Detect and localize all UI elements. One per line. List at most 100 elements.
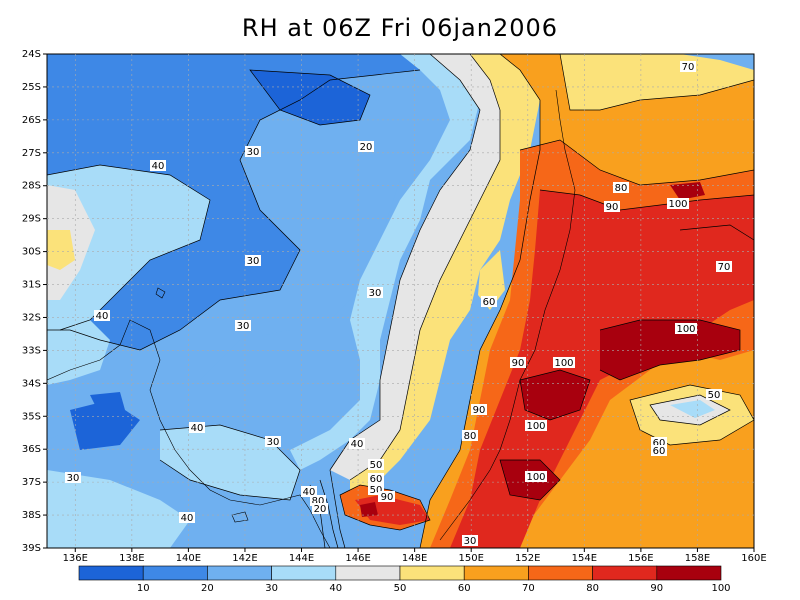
lat-tick-label: 28S [22,181,41,192]
lat-tick-label: 37S [22,477,41,488]
contour-label: 60 [653,438,666,449]
contour-label-bg [245,255,261,266]
colorbar-swatch [207,565,272,581]
latitude-axis: 24S 25S 26S 27S 28S 29S 30S 31S 32S 33S 34S 35S 36S 3… [22,49,47,554]
contour-label: 100 [526,472,545,483]
grid-lines [47,54,754,548]
lat-tick-label: 33S [22,345,41,356]
contour-label: 60 [370,474,383,485]
lon-tick-label: 150E [458,553,483,564]
filled-contours [47,54,754,548]
colorbar-swatch [271,565,337,581]
contour-label-bg [368,484,384,495]
contour-label-bg [613,182,629,193]
lat-tick-label: 26S [22,115,41,126]
colorbar-label: 70 [522,583,535,594]
lat-tick-label: 38S [22,510,41,521]
contour-label-bg [471,404,487,415]
colorbar-label: 100 [711,583,730,594]
contour-label: 40 [152,161,165,172]
contour-label-bg [189,422,205,433]
contour-label-bg [368,473,384,484]
lon-tick-label: 136E [63,553,88,564]
contour-label-bg [462,535,478,546]
colorbar-label: 10 [137,583,150,594]
contour-label: 30 [247,256,260,267]
contour-label-bg [706,389,722,400]
colorbar-swatch [399,565,465,581]
contour-label: 60 [653,446,666,457]
colorbar-swatch [463,565,529,581]
contour-label: 90 [381,492,394,503]
lat-tick-label: 29S [22,214,41,225]
contour-label: 30 [67,473,80,484]
contour-label: 50 [708,390,721,401]
contour-label-bg [235,320,251,331]
contour-label: 30 [464,536,477,547]
contour-label-bg [651,445,667,456]
contour-label-bg [367,287,383,298]
contour-label-bg [525,420,547,431]
contour-label: 30 [369,288,382,299]
contour-label-bg [301,486,317,497]
contour-label: 30 [237,321,250,332]
colorbar-swatch [528,565,593,581]
lon-tick-label: 148E [402,553,427,564]
lon-tick-label: 140E [176,553,201,564]
lon-tick-label: 154E [572,553,597,564]
lat-tick-label: 35S [22,411,41,422]
lon-tick-label: 160E [741,553,766,564]
colorbar-label: 40 [329,583,342,594]
contour-label: 100 [526,421,545,432]
contour-label-bg [265,436,281,447]
contour-label-bg [379,491,395,502]
contour-label: 80 [464,431,477,442]
colorbar-label: 80 [586,583,599,594]
colorbar-label: 30 [265,583,278,594]
lat-tick-label: 25S [22,82,41,93]
colorbar-label: 90 [650,583,663,594]
contour-label-bg [368,459,384,470]
colorbar-swatch [656,565,722,581]
colorbar-label: 20 [201,583,214,594]
contour-label: 50 [370,460,383,471]
lon-tick-label: 156E [628,553,653,564]
lat-tick-label: 24S [22,49,41,60]
colorbar-swatch [335,565,401,581]
contour-label-bg [150,160,166,171]
contour-label-bg [65,472,81,483]
contour-label-bg [349,438,365,449]
contour-label: 90 [512,358,525,369]
contour-label: 20 [360,142,373,153]
contour-label-bg [310,495,326,506]
contour-label-bg [358,141,374,152]
lat-tick-label: 32S [22,312,41,323]
contour-label: 100 [676,324,695,335]
lat-tick-label: 30S [22,247,41,258]
contour-label-bg [179,512,195,523]
lat-tick-label: 34S [22,378,41,389]
lon-tick-label: 146E [345,553,370,564]
contour-label-bg [667,198,689,209]
contour-label: 70 [682,62,695,73]
lon-tick-label: 142E [232,553,257,564]
colorbar: 10 20 30 40 50 60 70 80 90 100 [78,565,731,594]
contour-label: 80 [312,496,325,507]
contour-label: 40 [191,423,204,434]
contour-label-bg [675,323,697,334]
colorbar-swatch [592,565,658,581]
contour-label-bg [553,357,575,368]
contour-label-bg [481,296,497,307]
lat-tick-label: 39S [22,543,41,554]
map-title: RH at 06Z Fri 06jan2006 [241,14,559,42]
contour-label-bg [680,61,696,72]
contour-label: 30 [267,437,280,448]
contour-label: 80 [615,183,628,194]
contour-label-bg [94,310,110,321]
colorbar-label: 60 [458,583,471,594]
lon-tick-label: 158E [685,553,710,564]
contour-label-bg [525,471,547,482]
colorbar-swatch [78,565,144,581]
contour-label: 100 [668,199,687,210]
